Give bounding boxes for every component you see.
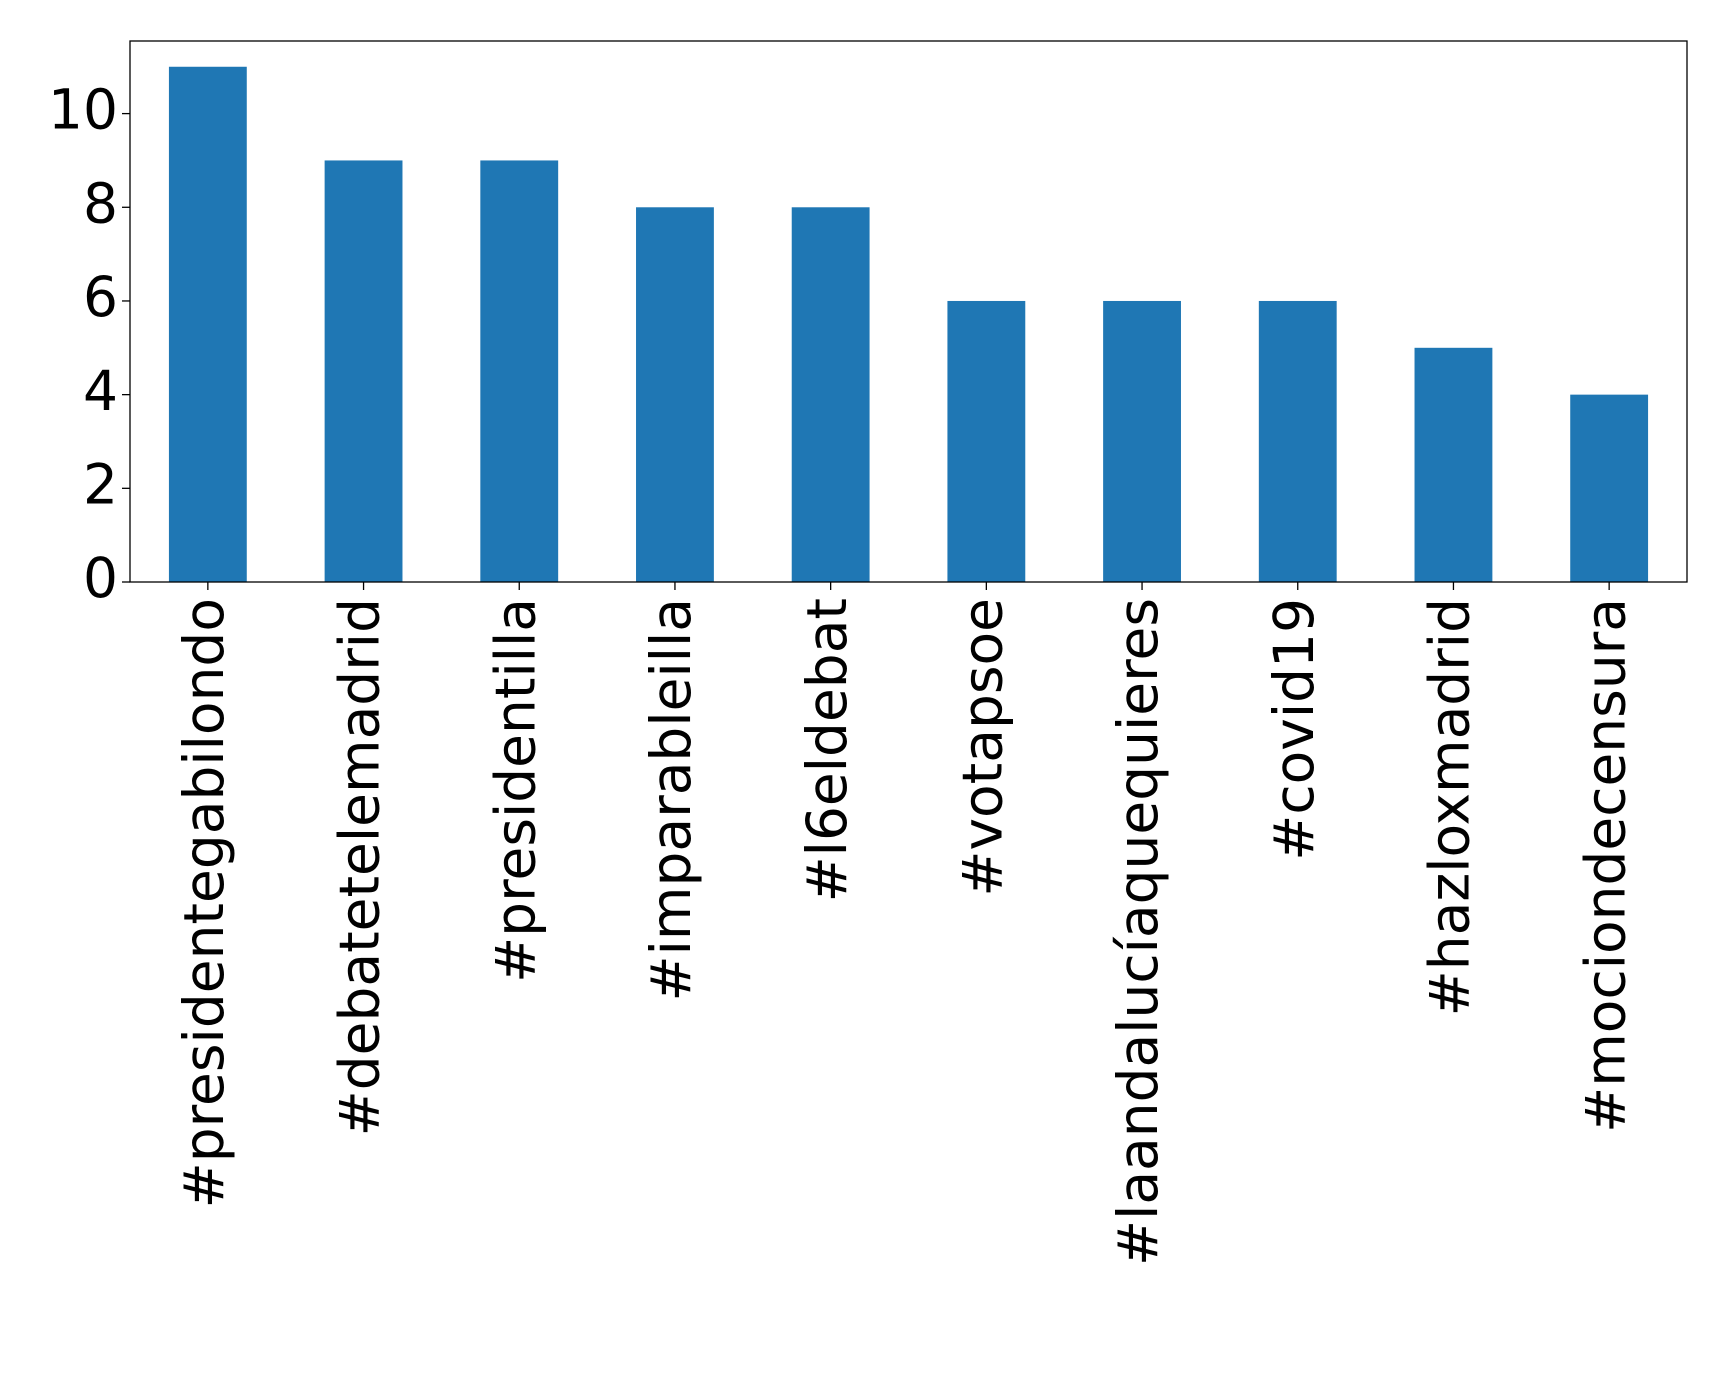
y-tick-label: 6 bbox=[83, 265, 118, 329]
x-tick-label: #hazloxmadrid bbox=[1418, 598, 1482, 1016]
bar bbox=[791, 207, 870, 583]
x-tick-label: #debatetelemadrid bbox=[328, 598, 392, 1136]
x-tick-label: #presidentegabilondo bbox=[172, 598, 236, 1208]
x-tick-label: #l6eldebat bbox=[795, 598, 859, 902]
y-tick-label: 10 bbox=[48, 78, 118, 142]
x-tick-label: #mociondecensura bbox=[1573, 598, 1637, 1133]
x-tick-label: #votapsoe bbox=[950, 598, 1014, 897]
bar bbox=[168, 66, 247, 582]
x-tick-label: #covid19 bbox=[1262, 598, 1326, 861]
x-tick-label: #presidentilla bbox=[483, 598, 547, 983]
y-tick-label: 4 bbox=[83, 359, 118, 423]
y-tick-label: 2 bbox=[83, 452, 118, 516]
bar bbox=[324, 160, 403, 582]
x-tick-label: #laandalucíaquequieres bbox=[1106, 598, 1170, 1266]
bar bbox=[636, 207, 714, 583]
bar bbox=[1414, 347, 1493, 582]
bar bbox=[947, 300, 1026, 582]
plot-frame bbox=[129, 40, 1688, 583]
bar bbox=[1570, 394, 1649, 582]
x-tick-label: #imparableilla bbox=[639, 598, 703, 1001]
y-tick-label: 8 bbox=[83, 171, 118, 235]
y-tick-label: 0 bbox=[83, 546, 118, 610]
bar bbox=[480, 160, 559, 582]
bar bbox=[1258, 300, 1337, 582]
bar bbox=[1103, 300, 1181, 582]
